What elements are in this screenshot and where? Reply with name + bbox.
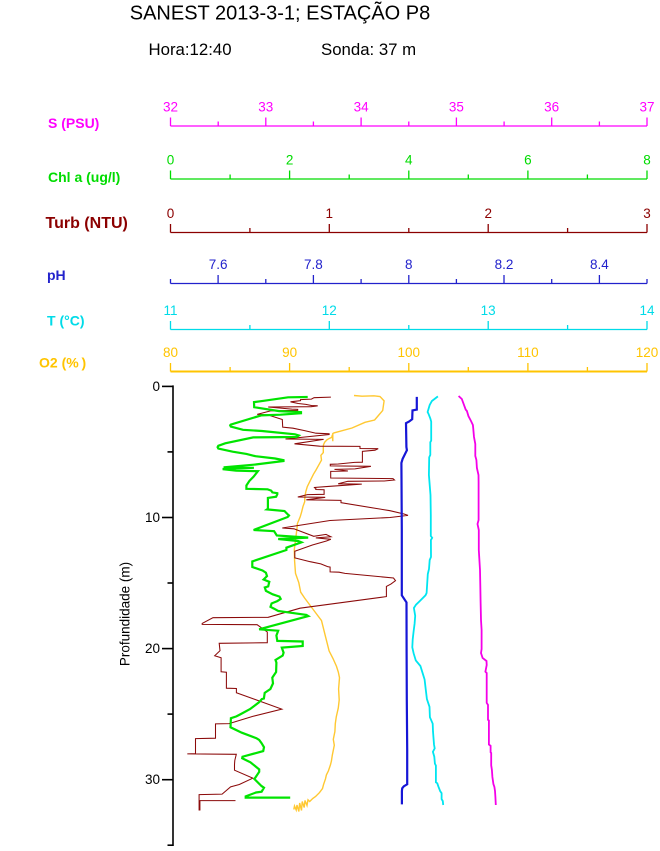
svg-text:2: 2 xyxy=(484,206,492,221)
svg-text:7.8: 7.8 xyxy=(304,257,323,272)
svg-text:90: 90 xyxy=(282,345,297,360)
svg-text:4: 4 xyxy=(405,153,413,168)
svg-text:13: 13 xyxy=(481,303,496,318)
svg-text:Hora:12:40: Hora:12:40 xyxy=(149,40,232,59)
svg-text:34: 34 xyxy=(354,100,370,115)
svg-text:0: 0 xyxy=(152,379,160,394)
svg-text:Sonda: 37 m: Sonda: 37 m xyxy=(321,40,416,59)
svg-text:36: 36 xyxy=(544,100,559,115)
svg-text:S (PSU): S (PSU) xyxy=(48,115,99,131)
svg-text:2: 2 xyxy=(286,153,294,168)
svg-text:SANEST 2013-3-1; ESTAÇÃO P8: SANEST 2013-3-1; ESTAÇÃO P8 xyxy=(130,1,431,25)
svg-text:Chl a (ug/l): Chl a (ug/l) xyxy=(48,169,120,185)
svg-text:O2 (% ): O2 (% ) xyxy=(39,355,86,371)
svg-text:120: 120 xyxy=(636,345,659,360)
svg-text:7.6: 7.6 xyxy=(209,257,228,272)
svg-text:6: 6 xyxy=(524,153,532,168)
svg-text:3: 3 xyxy=(643,206,651,221)
svg-text:T (°C): T (°C) xyxy=(47,313,84,329)
svg-text:14: 14 xyxy=(639,303,655,318)
svg-text:110: 110 xyxy=(517,345,539,360)
svg-text:8: 8 xyxy=(643,153,651,168)
svg-text:80: 80 xyxy=(163,345,178,360)
svg-text:100: 100 xyxy=(398,345,421,360)
svg-text:32: 32 xyxy=(163,100,178,115)
svg-text:37: 37 xyxy=(639,100,654,115)
svg-text:12: 12 xyxy=(322,303,337,318)
svg-text:Profundidade (m): Profundidade (m) xyxy=(118,562,133,666)
svg-text:33: 33 xyxy=(258,100,273,115)
svg-text:35: 35 xyxy=(449,100,464,115)
svg-text:20: 20 xyxy=(145,641,160,656)
svg-text:8: 8 xyxy=(405,257,413,272)
svg-text:1: 1 xyxy=(326,206,334,221)
svg-text:pH: pH xyxy=(47,267,66,283)
svg-text:0: 0 xyxy=(167,206,175,221)
svg-text:8.2: 8.2 xyxy=(495,257,514,272)
svg-text:11: 11 xyxy=(163,303,177,318)
svg-text:10: 10 xyxy=(145,510,160,525)
svg-text:Turb (NTU): Turb (NTU) xyxy=(46,215,128,232)
svg-text:8.4: 8.4 xyxy=(590,257,609,272)
svg-text:30: 30 xyxy=(145,772,160,787)
svg-text:0: 0 xyxy=(167,153,175,168)
